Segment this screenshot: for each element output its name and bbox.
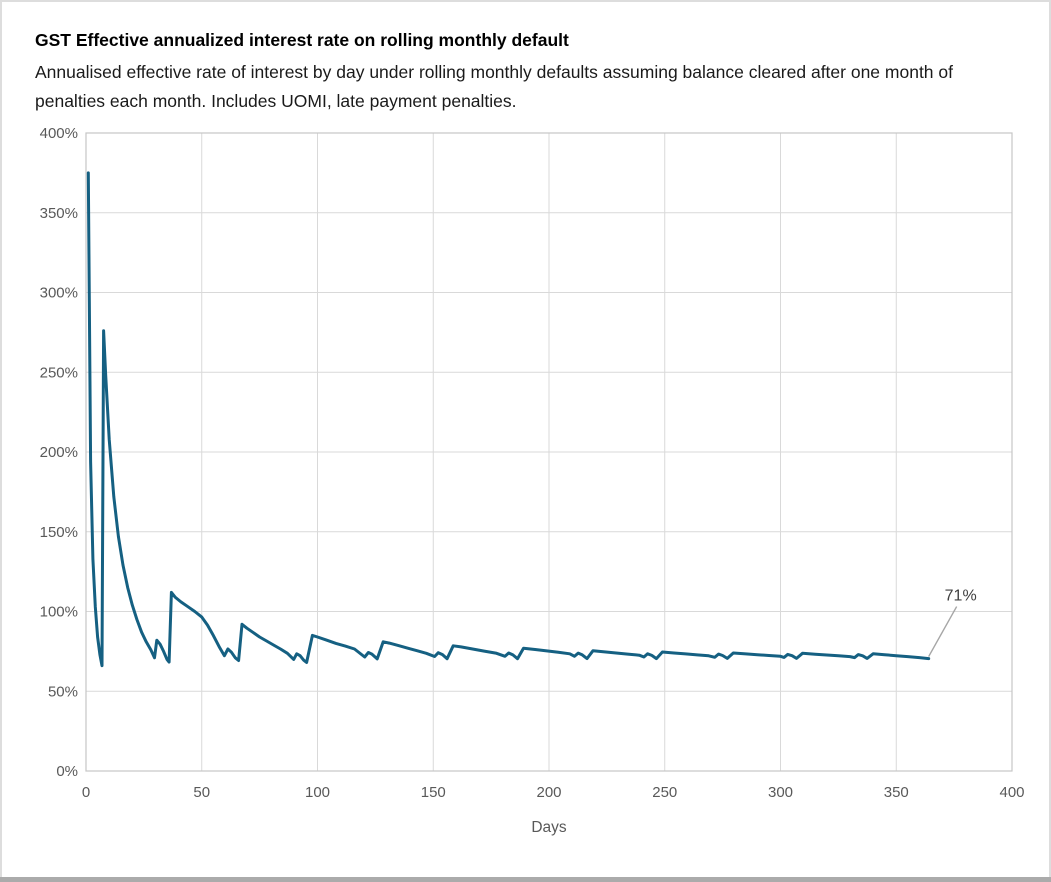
x-axis-tick-label: 150 — [421, 784, 446, 801]
window-bottom-edge — [0, 877, 1051, 882]
x-axis-tick-label: 0 — [82, 784, 90, 801]
plot-border — [85, 132, 1013, 772]
chart-subtitle: Annualised effective rate of interest by… — [35, 62, 953, 111]
x-axis-tick-label: 400 — [999, 784, 1024, 801]
y-axis-tick-label: 250% — [40, 364, 78, 381]
y-axis-tick-label: 350% — [40, 205, 78, 222]
end-data-label: 71% — [945, 588, 977, 605]
data-label-leader-line — [928, 606, 958, 657]
x-axis-tick-label: 100 — [305, 784, 330, 801]
x-axis-tick-label: 250 — [652, 784, 677, 801]
x-axis-tick-label: 300 — [768, 784, 793, 801]
y-axis-tick-label: 100% — [40, 604, 78, 621]
series-line — [86, 171, 931, 668]
chart-title: GST Effective annualized interest rate o… — [35, 30, 569, 50]
x-axis-tick-label: 50 — [193, 784, 210, 801]
y-axis-tick-label: 0% — [56, 763, 78, 780]
y-axis-tick-label: 150% — [40, 524, 78, 541]
x-axis-title: Days — [531, 819, 567, 836]
y-axis-tick-label: 200% — [40, 444, 78, 461]
y-axis-tick-label: 50% — [48, 683, 78, 700]
y-axis-tick-label: 400% — [40, 125, 78, 142]
x-axis-tick-label: 350 — [884, 784, 909, 801]
x-axis-tick-label: 200 — [536, 784, 561, 801]
y-axis-tick-label: 300% — [40, 285, 78, 302]
